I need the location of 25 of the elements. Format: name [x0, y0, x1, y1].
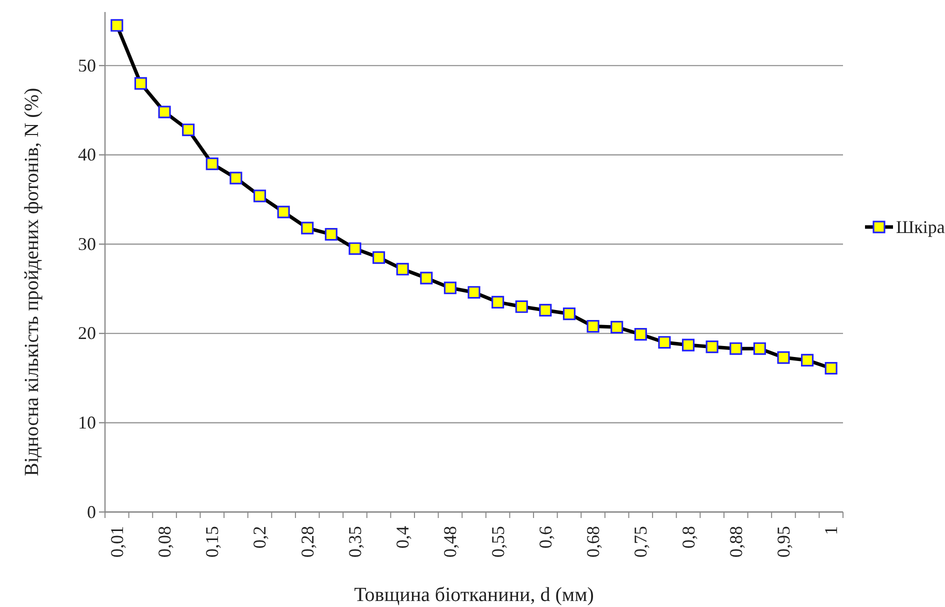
- x-tick-label: 0,2: [250, 526, 270, 548]
- y-tick-label: 0: [87, 502, 96, 522]
- x-tick-label: 0,75: [630, 526, 651, 558]
- x-tick-label: 1: [821, 526, 842, 535]
- y-tick-label: 10: [78, 412, 96, 432]
- y-tick-label: 40: [78, 144, 96, 165]
- x-tick-label: 0,88: [726, 526, 746, 558]
- x-tick-label: 0,8: [678, 526, 698, 548]
- x-tick-label: 0,95: [773, 526, 794, 558]
- x-tick-label: 0,35: [344, 526, 365, 558]
- x-tick-label: 0,4: [392, 526, 413, 548]
- x-tick-label: 0,55: [488, 526, 508, 558]
- legend-label: Шкіра: [896, 217, 945, 237]
- x-tick-label: 0,01: [106, 526, 127, 558]
- x-tick-label: 0,08: [154, 526, 175, 558]
- x-axis-title: Товщина біотканини, d (мм): [354, 584, 594, 606]
- y-tick-label: 20: [78, 323, 96, 344]
- x-tick-label: 0,48: [440, 526, 460, 558]
- x-tick-label: 0,15: [202, 526, 222, 558]
- x-tick-label: 0,28: [297, 526, 318, 558]
- x-tick-label: 0,68: [583, 526, 604, 558]
- y-tick-label: 50: [78, 55, 96, 76]
- x-tick-label: 0,6: [535, 526, 556, 548]
- y-tick-label: 30: [78, 234, 96, 254]
- y-axis-title: Відносна кількість пройдених фотонів, N (%): [21, 88, 43, 476]
